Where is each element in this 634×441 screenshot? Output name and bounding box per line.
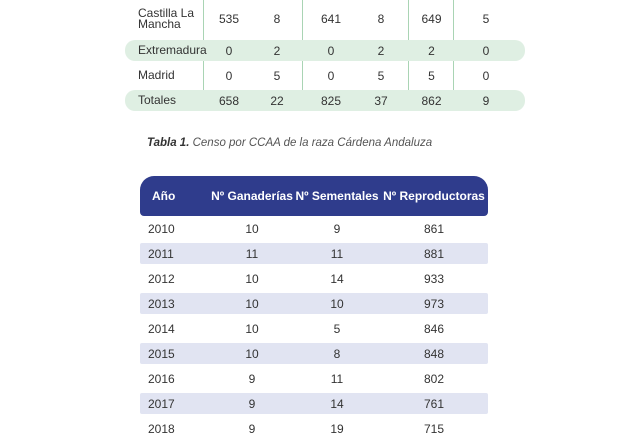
table-cell: 8 [333,346,341,361]
table-row: 2015 10 8 848 [140,341,488,366]
table-row: 2011 11 11 881 [140,241,488,266]
table-cell: 848 [423,346,445,361]
table-cell: 10 [245,271,259,286]
table-cell: 11 [245,246,259,261]
table-cell: 641 [320,12,342,26]
table-cell: 649 [421,12,442,26]
table-cell: 2016 [148,371,175,386]
table-cell: 825 [320,93,342,108]
region-name: Madrid [138,68,175,82]
table-cell: 881 [423,246,445,261]
table-cell: 802 [423,371,445,386]
table-cell: 2 [377,43,385,58]
table-cell: 861 [423,221,445,236]
table-cell: 2018 [148,421,175,436]
table-cell: 8 [273,12,281,26]
table-cell: 0 [327,43,335,58]
regions-table: Castilla La Mancha 535 8 641 8 649 5 Ext… [125,0,525,113]
table-row: Castilla La Mancha 535 8 641 8 649 5 [125,0,525,38]
table-header: Año Nº Ganaderías Nº Sementales Nº Repro… [140,176,488,216]
table-cell: 761 [423,396,445,411]
table-cell: 2012 [148,271,175,286]
table-cell: 535 [218,12,240,26]
table-cell: 11 [330,246,344,261]
table-cell: 658 [218,93,240,108]
header-reproductoras: Nº Reproductoras [383,189,485,203]
table-row: Extremadura 0 2 0 2 2 0 [125,38,525,63]
totals-row: Totales 658 22 825 37 862 9 [125,88,525,113]
table-body: 2010 10 9 861 2011 11 11 881 2012 10 14 933 2013 10 10… [140,216,488,441]
table-cell: 5 [482,12,490,26]
region-name: Castilla La Mancha [138,6,195,31]
table-cell: 973 [423,296,445,311]
table-cell: 5 [333,321,341,336]
table-cell: 2011 [148,246,174,261]
table-cell: 10 [245,221,259,236]
table-cell: 846 [423,321,445,336]
table-row: 2013 10 10 973 [140,291,488,316]
table-cell: 2015 [148,346,175,361]
table-cell: 19 [330,421,344,436]
table-cell: 0 [225,68,233,83]
table-row: 2017 9 14 761 [140,391,488,416]
table-cell: 0 [482,68,490,83]
table-cell: 2013 [148,296,175,311]
table-row: 2018 9 19 715 [140,416,488,441]
header-year: Año [152,189,176,203]
table-cell: 9 [333,221,341,236]
header-sementales: Nº Sementales [295,189,379,203]
table-cell: 9 [482,93,490,108]
table-cell: 2 [273,43,281,58]
table-cell: 11 [330,371,344,386]
caption-label: Tabla 1. [147,137,190,149]
table-cell: 10 [330,296,344,311]
table-row: 2014 10 5 846 [140,316,488,341]
table-cell: 10 [245,296,259,311]
table-cell: 9 [248,371,256,386]
table-cell: 5 [377,68,385,83]
table-cell: 0 [225,43,233,58]
table-cell: 14 [330,396,344,411]
caption-text: Censo por CCAA de la raza Cárdena Andalu… [189,137,433,149]
table-row: Madrid 0 5 0 5 5 0 [125,63,525,88]
table-cell: 715 [423,421,445,436]
region-name: Extremadura [138,43,207,57]
table-cell: 2014 [148,321,175,336]
table-cell: 10 [245,346,259,361]
table-cell: 22 [270,93,284,108]
table-cell: 933 [423,271,445,286]
table-caption: Tabla 1. Censo por CCAA de la raza Cárde… [147,137,432,149]
census-table: Año Nº Ganaderías Nº Sementales Nº Repro… [140,176,488,441]
table-cell: 5 [273,68,281,83]
table-cell: 2010 [148,221,175,236]
table-row: 2012 10 14 933 [140,266,488,291]
table-cell: 2017 [148,396,175,411]
table-cell: 2 [428,43,435,58]
table-cell: 10 [245,321,259,336]
table-cell: 8 [377,12,385,26]
table-cell: 9 [248,421,256,436]
table-cell: 0 [327,68,335,83]
table-cell: 5 [428,68,435,83]
table-cell: 862 [421,93,442,108]
table-cell: 0 [482,43,490,58]
header-ganaderias: Nº Ganaderías [211,189,293,203]
table-row: 2010 10 9 861 [140,216,488,241]
table-row: 2016 9 11 802 [140,366,488,391]
table-cell: 9 [248,396,256,411]
table-cell: 14 [330,271,344,286]
region-name: Totales [138,93,177,107]
table-cell: 37 [374,93,388,108]
